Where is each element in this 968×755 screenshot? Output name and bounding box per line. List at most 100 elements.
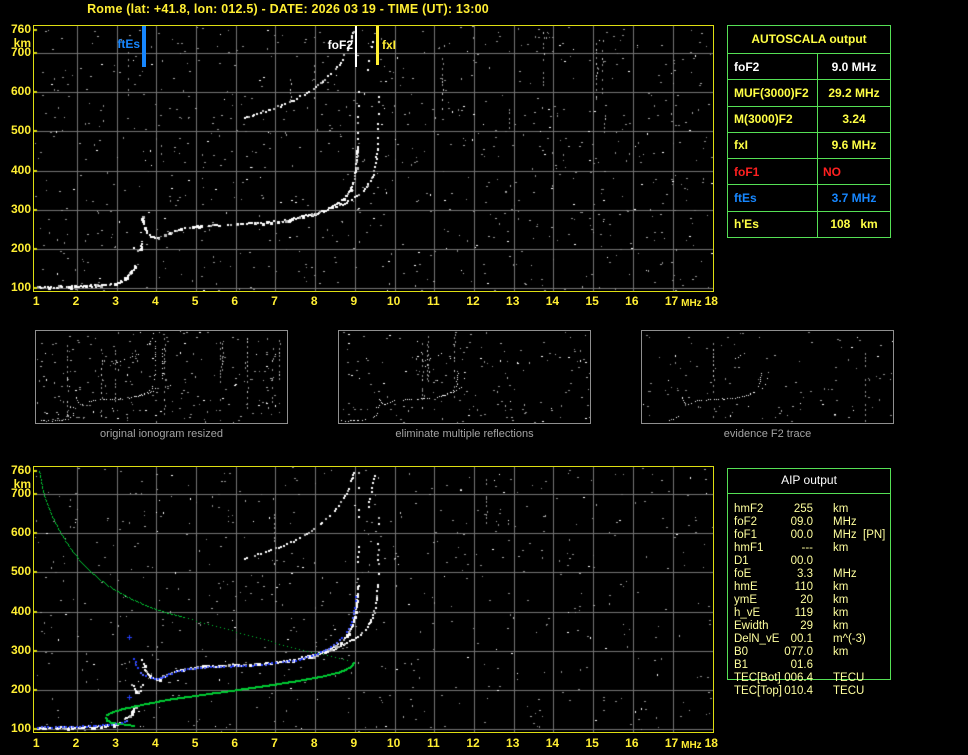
ftEs-marker-line <box>142 26 146 67</box>
y-axis-tick: 300 <box>10 642 31 657</box>
aip-row-value: 006.4 <box>784 672 813 684</box>
aip-row-value: 00.1 <box>790 633 813 645</box>
row-label-foF2: foF2 <box>728 54 818 80</box>
bottom-ionogram-plot <box>33 466 714 733</box>
x-axis-tick: 12 <box>466 736 480 750</box>
fxI-marker-line <box>376 26 379 65</box>
y-axis-tick: 400 <box>10 162 31 177</box>
foF2-marker-label: foF2 <box>327 38 353 52</box>
table-row: foF1 NO <box>728 159 890 186</box>
y-axis-tick: 700 <box>10 45 31 59</box>
y-axis-tick: 500 <box>10 123 31 138</box>
table-row: ftEs 3.7 MHz <box>728 185 890 212</box>
aip-row-fof1: foF1 00.0 MHz [PN] <box>727 529 891 542</box>
table-row: M(3000)F2 3.24 <box>728 106 890 133</box>
aip-panel-header: AIP output <box>781 473 837 487</box>
ftEs-marker-label: ftEs <box>117 37 140 51</box>
x-axis-tick: 17 <box>664 736 679 750</box>
x-axis-tick: 4 <box>151 736 159 750</box>
y-axis-tick: 760 <box>10 462 31 477</box>
table-row: MUF(3000)F2 29.2 MHz <box>728 80 890 107</box>
y-axis-tick: 500 <box>10 564 31 579</box>
aip-row-value: 29 <box>800 620 813 632</box>
aip-row-tec-top-: TEC[Top] 010.4 TECU <box>727 685 891 698</box>
x-axis-tick: 12 <box>466 294 480 308</box>
y-axis-tick: 600 <box>10 525 31 540</box>
x-axis-tick: 6 <box>231 736 239 750</box>
aip-row-value: 00.0 <box>790 555 813 567</box>
aip-row-label: B0 <box>734 646 749 658</box>
row-value-M3000F2: 3.24 <box>842 112 866 127</box>
thumbnail-evidence-f2-trace <box>641 330 894 424</box>
y-axis-tick: 100 <box>10 280 31 295</box>
aip-row-value: 010.4 <box>784 685 813 697</box>
aip-row-label: TEC[Top] <box>734 685 782 697</box>
x-axis-tick: 16 <box>625 736 639 750</box>
x-axis-tick: 18 <box>704 294 718 308</box>
row-value-MUF3000F2: 29.2 MHz <box>828 85 880 100</box>
aip-row-value: 255 <box>793 503 813 515</box>
x-axis-tick: 1 <box>32 736 40 750</box>
aip-row-unit: km <box>833 646 849 658</box>
aip-row-label: foF1 <box>734 529 758 541</box>
aip-row-label: B1 <box>734 659 749 671</box>
x-axis-tick: 3 <box>112 294 119 308</box>
x-axis-tick: 15 <box>585 736 599 750</box>
y-axis-tick: 300 <box>10 201 31 216</box>
aip-row-value: 00.0 <box>790 529 813 541</box>
thumbnail-eliminate-reflections <box>338 330 591 424</box>
thumbnail-caption: original ionogram resized <box>100 428 223 440</box>
aip-row-label: hmF2 <box>734 503 764 515</box>
aip-row-hme: hmE 110 km <box>727 581 891 594</box>
aip-row-extra: [PN] <box>863 529 886 541</box>
aip-row-unit: MHz <box>833 529 857 541</box>
aip-row-hmf2: hmF2 255 km <box>727 503 891 516</box>
aip-row-label: foF2 <box>734 516 758 528</box>
x-axis-tick: 14 <box>545 294 560 308</box>
x-axis-tick: 9 <box>350 294 358 308</box>
aip-row-unit: m^(-3) <box>833 633 866 645</box>
thumbnail-caption: eliminate multiple reflections <box>395 428 534 440</box>
x-axis-tick: 7 <box>271 736 278 750</box>
aip-row-unit: km <box>833 607 849 619</box>
x-axis-tick: 10 <box>386 736 401 750</box>
x-axis-tick: 8 <box>310 294 318 308</box>
x-axis-tick: 18 <box>704 736 718 750</box>
autoscala-output-table: AUTOSCALA output foF2 9.0 MHz MUF(3000)F… <box>727 25 891 238</box>
aip-row-h-ve: h_vE 119 km <box>727 607 891 620</box>
row-value-foF2: 9.0 MHz <box>831 59 877 74</box>
top-ionogram-canvas <box>34 26 713 291</box>
aip-row-value: 3.3 <box>797 568 813 580</box>
aip-header-divider <box>728 493 890 494</box>
thumbnail-original-ionogram <box>35 330 288 424</box>
x-axis-tick: 8 <box>310 736 318 750</box>
x-axis-tick: 3 <box>112 736 119 750</box>
aip-row-ewidth: Ewidth 29 km <box>727 620 891 633</box>
x-axis-tick: 5 <box>191 294 199 308</box>
aip-row-value: 01.6 <box>790 659 813 671</box>
aip-row-unit: km <box>833 503 849 515</box>
row-label-hEs: h'Es <box>728 211 818 237</box>
x-axis-tick: 14 <box>545 736 560 750</box>
aip-row-label: hmE <box>734 581 758 593</box>
page-title: Rome (lat: +41.8, lon: 012.5) - DATE: 20… <box>87 2 489 16</box>
aip-row-label: Ewidth <box>734 620 769 632</box>
row-label-ftEs: ftEs <box>728 185 818 211</box>
aip-row-unit: km <box>833 581 849 593</box>
aip-row-tec-bot-: TEC[Bot] 006.4 TECU <box>727 672 891 685</box>
x-axis-unit-label: MHz <box>681 298 702 309</box>
aip-row-yme: ymE 20 km <box>727 594 891 607</box>
autoscala-table-header: AUTOSCALA output <box>728 26 890 54</box>
table-row: fxI 9.6 MHz <box>728 132 890 160</box>
aip-row-label: ymE <box>734 594 757 606</box>
thumbnail-canvas <box>36 331 287 423</box>
aip-output-panel: AIP output hmF2 255 km foF2 09.0 MHz foF1 00.0 M… <box>727 468 891 704</box>
aip-row-value: 09.0 <box>790 516 813 528</box>
aip-row-label: foE <box>734 568 752 580</box>
y-axis-tick: 400 <box>10 603 31 618</box>
row-label-MUF3000F2: MUF(3000)F2 <box>728 80 818 106</box>
x-axis-tick: 15 <box>585 294 599 308</box>
row-label-fxI: fxI <box>728 132 818 159</box>
y-axis-tick: 100 <box>10 721 31 736</box>
row-value-hEs: 108 km <box>830 217 878 232</box>
